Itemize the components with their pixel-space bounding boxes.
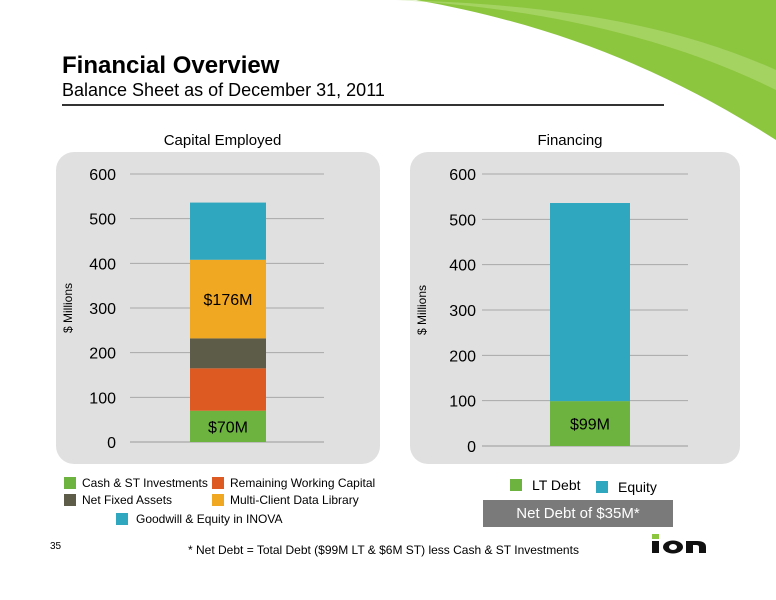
data-label: $176M xyxy=(204,292,253,309)
page-number: 35 xyxy=(50,541,62,552)
y-tick-label: 500 xyxy=(449,212,476,229)
legend-item-multi-client-data-library: Multi-Client Data Library xyxy=(212,493,359,507)
bar-segment-equity xyxy=(550,203,630,402)
legend-label: Net Fixed Assets xyxy=(82,493,173,507)
y-tick-label: 600 xyxy=(449,167,476,184)
legend-label: Remaining Working Capital xyxy=(230,476,376,490)
y-tick-label: 0 xyxy=(107,435,116,452)
bar-segment-remaining-working-capital xyxy=(190,368,266,411)
y-tick-label: 200 xyxy=(449,348,476,365)
page-subtitle: Balance Sheet as of December 31, 2011 xyxy=(62,80,385,100)
chart-panel-financing: 0 100 200 300 400 500 600 $ Millions $99M xyxy=(410,152,740,464)
data-label: $99M xyxy=(570,417,610,434)
title-divider xyxy=(62,104,664,106)
y-tick-label: 100 xyxy=(449,394,476,411)
y-tick-label: 500 xyxy=(89,212,116,229)
chart-title-financing: Financing xyxy=(537,132,603,149)
y-tick-label: 100 xyxy=(89,390,116,407)
financing-chart: 0 100 200 300 400 500 600 $ Millions $99M xyxy=(415,167,688,456)
legend-label: Equity xyxy=(618,479,657,495)
legend-swatch xyxy=(510,479,522,491)
legend-swatch xyxy=(596,481,608,493)
y-tick-label: 0 xyxy=(467,439,476,456)
legend-item-goodwill-inova: Goodwill & Equity in INOVA xyxy=(116,512,283,526)
legend-label: Goodwill & Equity in INOVA xyxy=(136,512,283,526)
legend-label: LT Debt xyxy=(532,477,581,493)
legend-label: Cash & ST Investments xyxy=(82,476,208,490)
capital-employed-chart: 0 100 200 300 400 500 600 $ Millions $70M $176M xyxy=(61,167,324,452)
page-title: Financial Overview xyxy=(62,52,280,79)
footnote: * Net Debt = Total Debt ($99M LT & $6M S… xyxy=(188,543,579,557)
legend-label: Multi-Client Data Library xyxy=(230,493,359,507)
legend-swatch xyxy=(212,494,224,506)
bar-segment-multi-client-data-library xyxy=(190,259,266,339)
data-label: $70M xyxy=(208,419,248,436)
legend-swatch xyxy=(116,513,128,525)
y-tick-label: 300 xyxy=(89,301,116,318)
bar-segment-cash-st-investments xyxy=(190,410,266,442)
legend-item-equity: Equity xyxy=(596,479,657,495)
legend-item-net-fixed-assets: Net Fixed Assets xyxy=(64,493,172,507)
legend-item-lt-debt: LT Debt xyxy=(510,477,581,493)
corner-swoosh-graphic xyxy=(396,0,776,140)
chart-title-capital-employed: Capital Employed xyxy=(163,132,282,149)
legend-item-remaining-working-capital: Remaining Working Capital xyxy=(212,476,375,490)
y-axis-label: $ Millions xyxy=(415,285,429,335)
net-debt-callout: Net Debt of $35M* xyxy=(483,500,673,527)
legend-swatch xyxy=(64,477,76,489)
ion-logo xyxy=(652,534,706,554)
y-tick-label: 400 xyxy=(449,258,476,275)
legend-swatch xyxy=(64,494,76,506)
legend-swatch xyxy=(212,477,224,489)
y-axis-label: $ Millions xyxy=(61,283,75,333)
y-tick-label: 200 xyxy=(89,346,116,363)
y-tick-label: 300 xyxy=(449,303,476,320)
y-tick-label: 400 xyxy=(89,256,116,273)
y-tick-label: 600 xyxy=(89,167,116,184)
bar-segment-goodwill-equity-in-inova xyxy=(190,202,266,260)
bar-segment-lt-debt xyxy=(550,401,630,446)
chart-panel-capital-employed: 0 100 200 300 400 500 600 $ Millions $70M $176M xyxy=(56,152,380,464)
legend-item-cash: Cash & ST Investments xyxy=(64,476,208,490)
bar-segment-net-fixed-assets xyxy=(190,338,266,369)
